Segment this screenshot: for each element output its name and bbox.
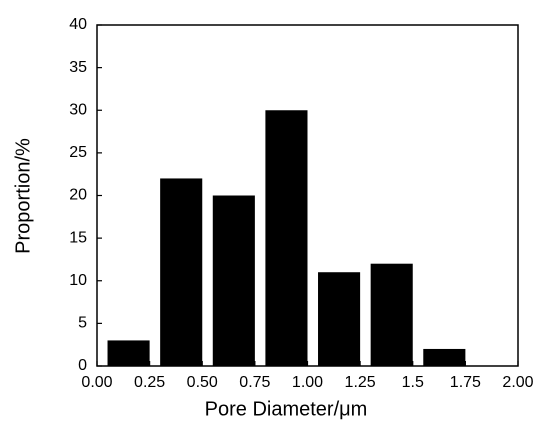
y-tick-label: 30 [69, 101, 87, 118]
bar [318, 272, 361, 366]
y-tick-label: 25 [69, 144, 87, 161]
y-tick-label: 20 [69, 187, 87, 204]
x-tick-label: 1.5 [402, 374, 424, 391]
y-axis-title: Proportion/% [12, 138, 34, 254]
plot-frame [96, 24, 519, 367]
y-tick-label: 10 [69, 272, 87, 289]
bar [107, 340, 150, 366]
x-tick-label: 0.25 [134, 374, 165, 391]
y-tick-label: 40 [69, 16, 87, 33]
x-tick-label: 1.25 [345, 374, 376, 391]
bar [370, 263, 413, 366]
y-tick-label: 0 [78, 357, 87, 374]
x-tick-label: 2.00 [502, 374, 533, 391]
x-tick-label: 0.00 [81, 374, 112, 391]
x-tick-label: 0.50 [187, 374, 218, 391]
x-tick-label: 1.00 [292, 374, 323, 391]
bar [423, 348, 466, 366]
x-axis-title: Pore Diameter/μm [205, 398, 368, 420]
x-tick-label: 0.75 [239, 374, 270, 391]
x-tick-label: 1.75 [450, 374, 481, 391]
bar [160, 178, 203, 366]
bar [265, 110, 308, 366]
y-tick-label: 35 [69, 59, 87, 76]
bar [212, 195, 255, 366]
y-tick-label: 5 [78, 315, 87, 332]
y-tick-label: 15 [69, 229, 87, 246]
